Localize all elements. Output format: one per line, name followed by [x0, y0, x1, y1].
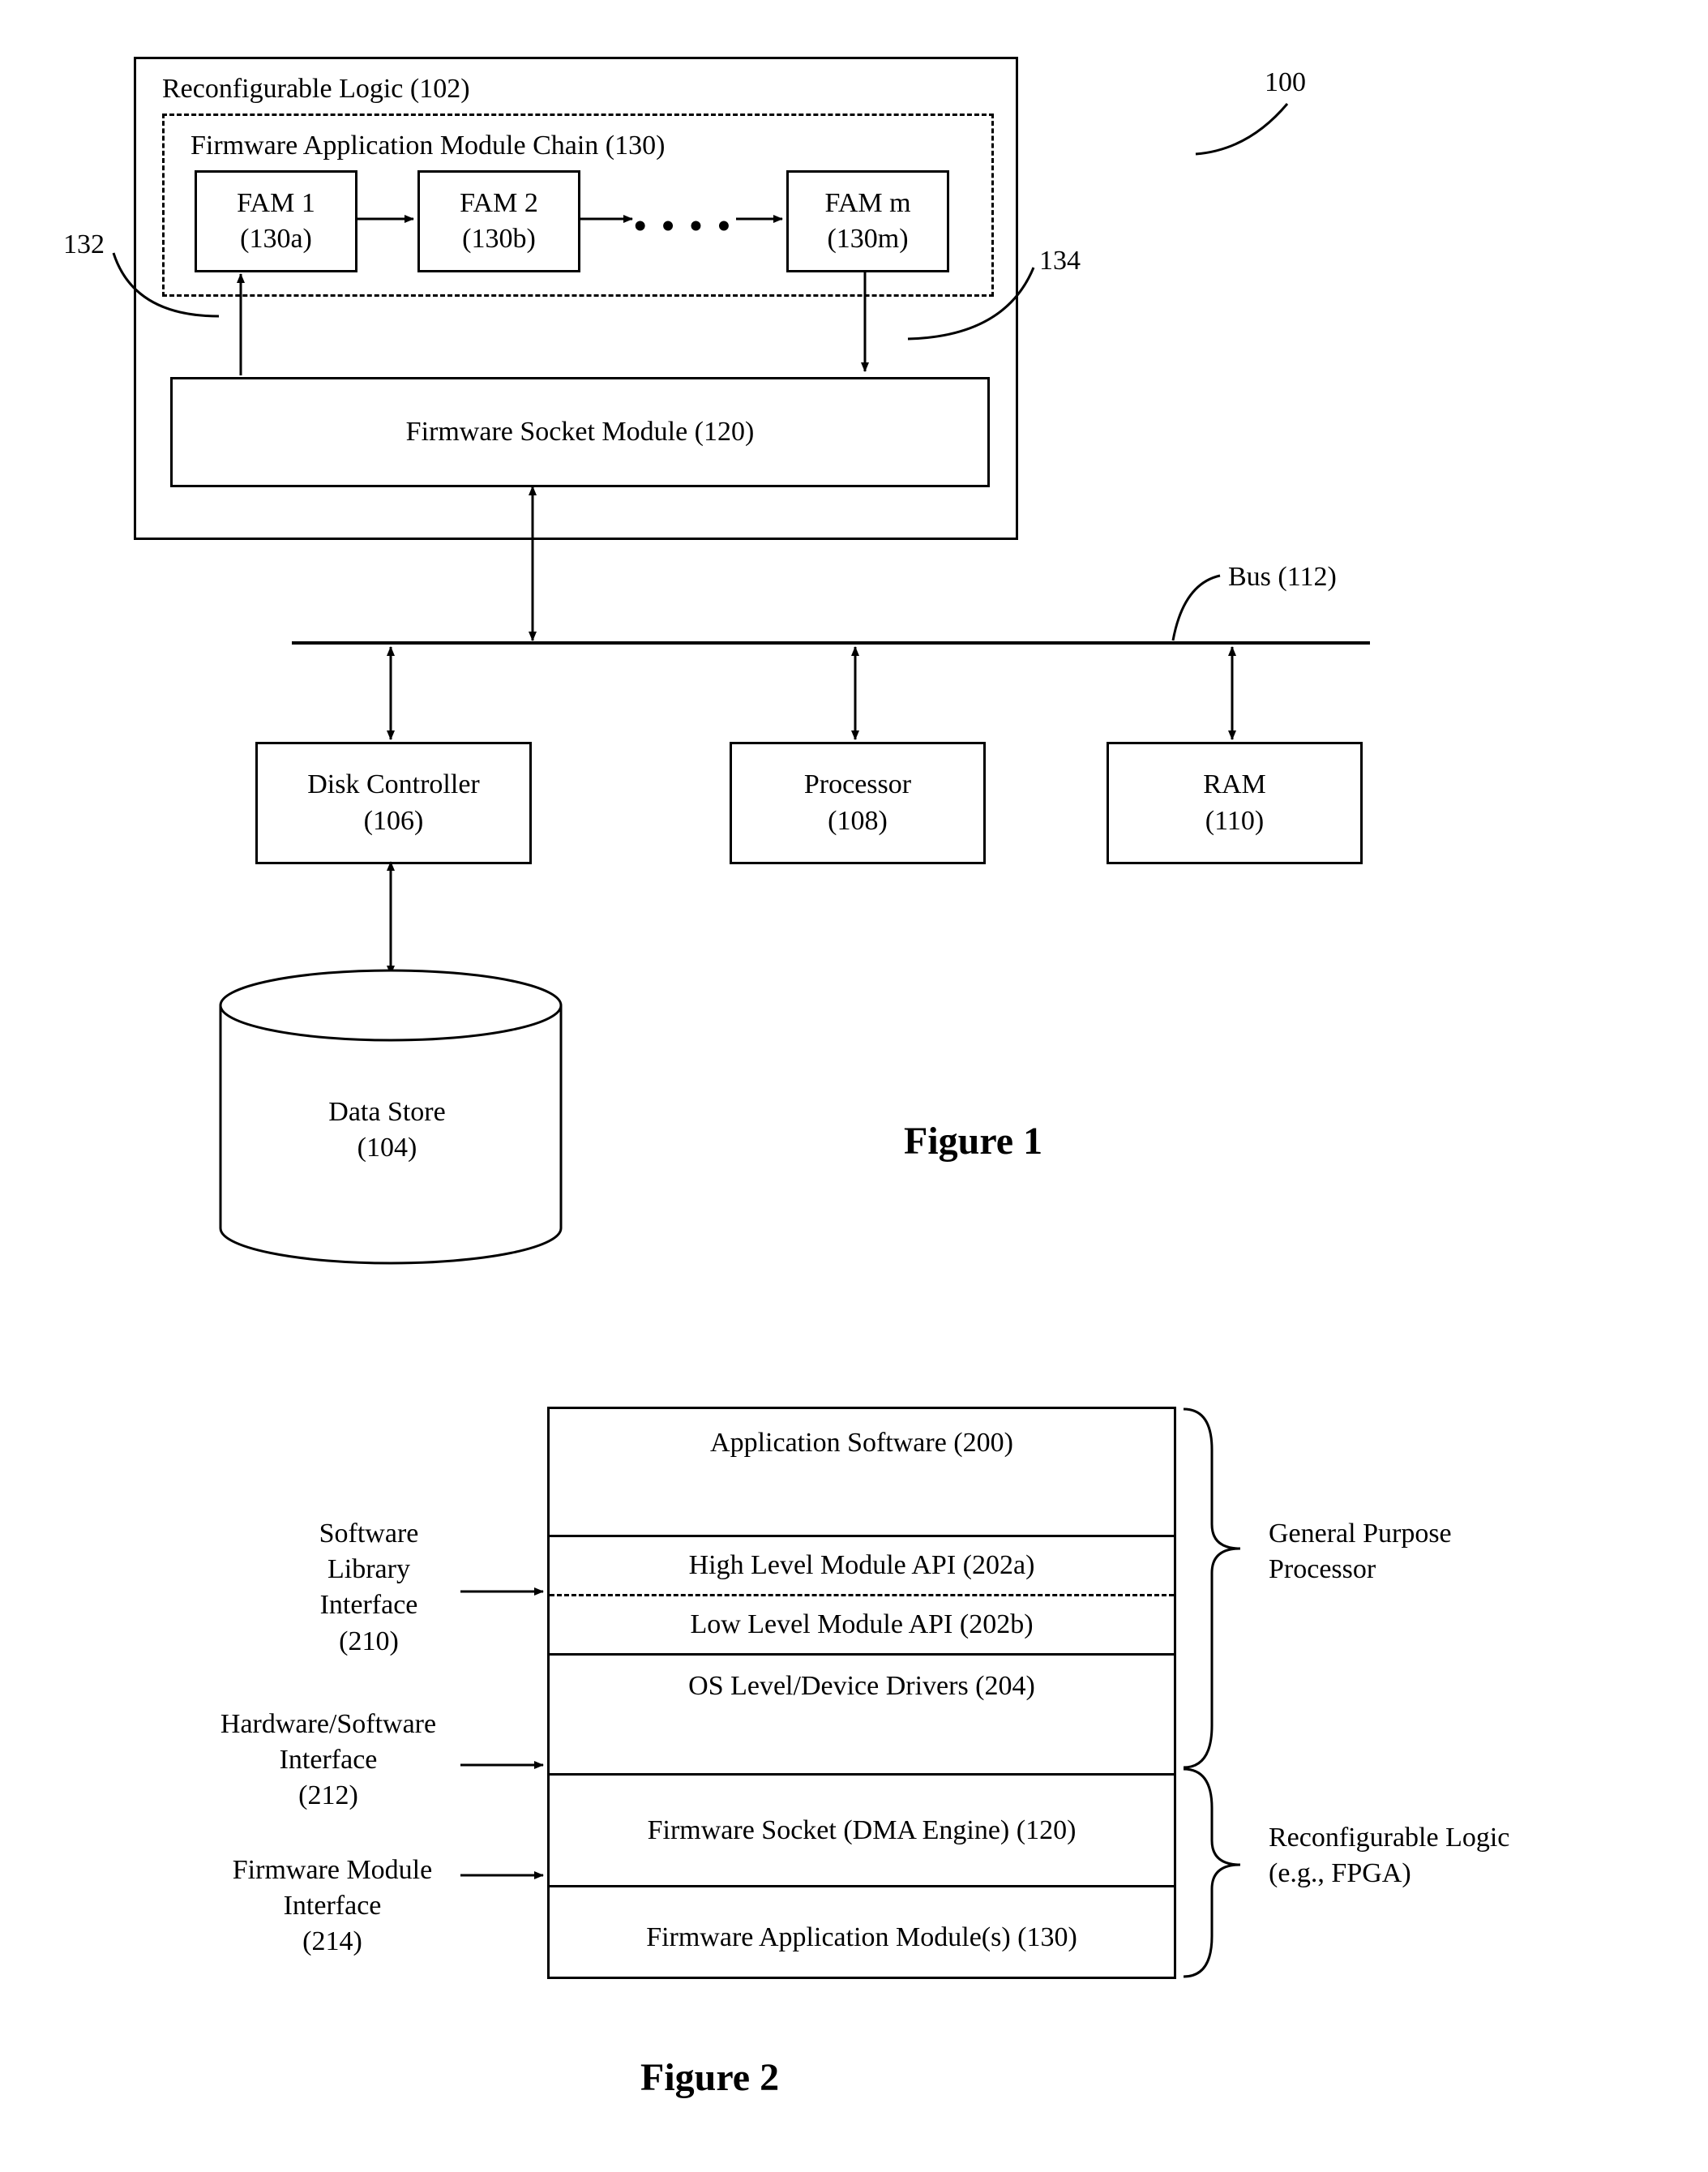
reconfigurable-logic-label: Reconfigurable Logic (102): [162, 71, 470, 107]
stack-box: Application Software (200) High Level Mo…: [547, 1407, 1176, 1979]
fam2-box: FAM 2 (130b): [417, 170, 580, 272]
page: Reconfigurable Logic (102) Firmware Appl…: [32, 32, 1676, 2140]
hw-sw-iface-line3: (212): [298, 1780, 358, 1810]
sw-lib-iface-line1: Software: [319, 1519, 419, 1549]
sw-lib-iface-line2: Library: [327, 1554, 410, 1584]
ram-line1: RAM: [1203, 767, 1265, 803]
ram-box: RAM (110): [1107, 742, 1363, 864]
gp-proc-line1: General Purpose: [1269, 1519, 1452, 1549]
fw-mod-iface-line2: Interface: [284, 1891, 382, 1921]
disk-controller-line1: Disk Controller: [307, 767, 479, 803]
ref-100: 100: [1265, 65, 1306, 101]
disk-controller-box: Disk Controller (106): [255, 742, 532, 864]
sw-lib-iface-line4: (210): [339, 1626, 399, 1656]
fsm-box: Firmware Socket Module (120): [170, 377, 990, 487]
reconfig-logic-label: Reconfigurable Logic (e.g., FPGA): [1269, 1820, 1552, 1891]
fam-dots: • • • •: [634, 203, 734, 249]
gp-proc-line2: Processor: [1269, 1554, 1376, 1584]
famm-box: FAM m (130m): [786, 170, 949, 272]
stack-row-ll-api: Low Level Module API (202b): [550, 1596, 1174, 1656]
ll-api-label: Low Level Module API (202b): [690, 1609, 1033, 1640]
processor-line2: (108): [828, 803, 888, 839]
gp-proc-label: General Purpose Processor: [1269, 1516, 1512, 1587]
hw-sw-iface-line1: Hardware/Software: [220, 1709, 436, 1739]
app-sw-label: Application Software (200): [710, 1428, 1013, 1459]
disk-controller-line2: (106): [364, 803, 424, 839]
hw-sw-iface-label: Hardware/Software Interface (212): [207, 1707, 450, 1814]
hw-sw-iface-line2: Interface: [280, 1745, 378, 1775]
fw-mod-iface-line3: (214): [302, 1926, 362, 1956]
fam1-line2: (130a): [240, 221, 312, 257]
fam1-line1: FAM 1: [237, 186, 315, 221]
stack-row-hl-api: High Level Module API (202a): [550, 1537, 1174, 1596]
datastore-line1: Data Store: [328, 1097, 445, 1127]
bus-label: Bus (112): [1228, 559, 1337, 595]
stack-row-fw-app-modules: Firmware Application Module(s) (130): [550, 1887, 1174, 1988]
figure1-title: Figure 1: [904, 1119, 1042, 1163]
figure2-title: Figure 2: [640, 2055, 779, 2100]
fw-mod-iface-label: Firmware Module Interface (214): [215, 1853, 450, 1960]
fam2-line1: FAM 2: [460, 186, 538, 221]
stack-row-fw-socket: Firmware Socket (DMA Engine) (120): [550, 1776, 1174, 1887]
fw-socket-label: Firmware Socket (DMA Engine) (120): [648, 1815, 1077, 1846]
famm-line1: FAM m: [824, 186, 910, 221]
stack-row-os-drivers: OS Level/Device Drivers (204): [550, 1656, 1174, 1776]
ref-134: 134: [1039, 243, 1081, 279]
ram-line2: (110): [1205, 803, 1264, 839]
fam2-line2: (130b): [462, 221, 536, 257]
stack-row-app-sw: Application Software (200): [550, 1409, 1174, 1537]
hl-api-label: High Level Module API (202a): [689, 1550, 1035, 1581]
os-drivers-label: OS Level/Device Drivers (204): [688, 1671, 1035, 1702]
sw-lib-iface-label: Software Library Interface (210): [292, 1516, 446, 1660]
reconfig-logic-line2: (e.g., FPGA): [1269, 1858, 1411, 1888]
reconfig-logic-line1: Reconfigurable Logic: [1269, 1823, 1509, 1853]
sw-lib-iface-line3: Interface: [320, 1590, 418, 1620]
famm-line2: (130m): [827, 221, 908, 257]
fsm-label: Firmware Socket Module (120): [406, 414, 755, 450]
fw-mod-iface-line1: Firmware Module: [233, 1855, 432, 1885]
fam-chain-label: Firmware Application Module Chain (130): [190, 128, 665, 164]
ref-132: 132: [63, 227, 105, 263]
fam1-box: FAM 1 (130a): [195, 170, 357, 272]
processor-line1: Processor: [804, 767, 911, 803]
datastore-line2: (104): [357, 1133, 417, 1163]
fw-app-modules-label: Firmware Application Module(s) (130): [646, 1922, 1077, 1953]
datastore-label: Data Store (104): [304, 1095, 470, 1166]
processor-box: Processor (108): [730, 742, 986, 864]
